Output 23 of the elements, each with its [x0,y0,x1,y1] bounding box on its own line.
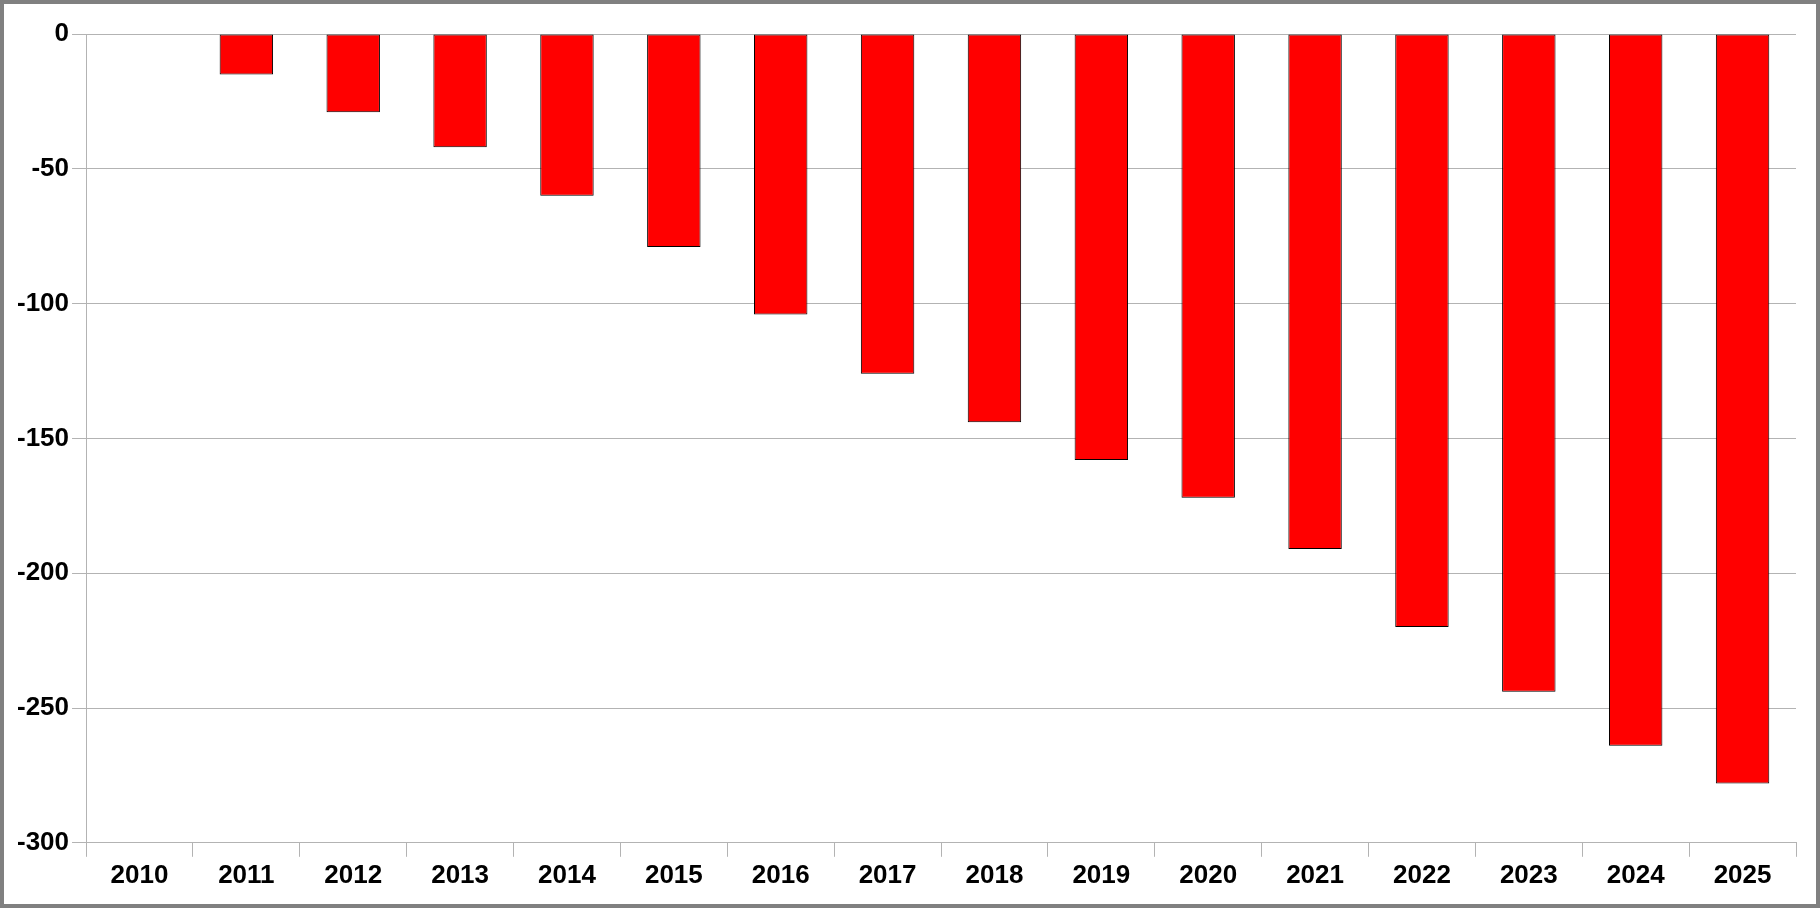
y-tick-label: -250 [16,691,70,722]
y-tick-label: -100 [16,286,70,317]
x-tick-label: 2013 [431,858,490,889]
x-tick-label: 2014 [538,858,597,889]
x-tick-label: 2010 [110,858,169,889]
x-tick-label: 2015 [644,858,703,889]
y-tick-label: -50 [31,151,70,182]
y-tick-label: -150 [16,421,70,452]
x-tick-label: 2012 [324,858,383,889]
x-tick-label: 2018 [965,858,1024,889]
x-tick-label: 2025 [1713,858,1772,889]
x-tick-label: 2020 [1179,858,1238,889]
y-tick-label: 0 [54,17,70,48]
x-tick-label: 2019 [1072,858,1131,889]
x-tick-label: 2024 [1606,858,1666,889]
y-tick-label: -200 [16,556,70,587]
x-tick-label: 2017 [858,858,917,889]
y-tick-label: -300 [16,825,70,856]
x-tick-label: 2011 [218,858,275,889]
x-tick-label: 2021 [1286,858,1344,889]
x-tick-label: 2022 [1393,858,1451,889]
x-tick-label: 2016 [751,858,810,889]
x-tick-label: 2023 [1499,858,1558,889]
